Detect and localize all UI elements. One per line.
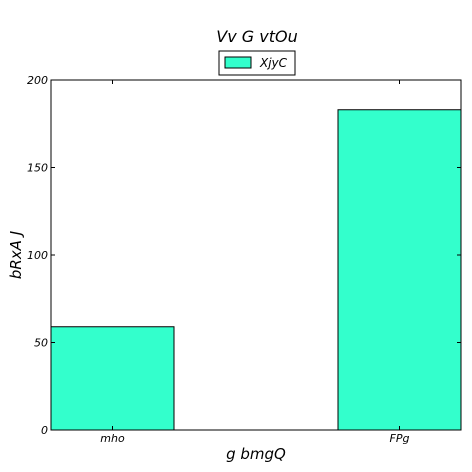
y-tick-label: 200 xyxy=(27,74,48,87)
y-axis: 0 50 100 150 200 xyxy=(27,74,461,437)
x-axis: mho FPg xyxy=(100,80,409,445)
chart-title: Vv G vtOu xyxy=(216,27,297,46)
bar-FPg xyxy=(337,109,462,431)
bar-mho xyxy=(50,326,175,431)
y-tick-label: 0 xyxy=(41,424,48,437)
legend-label: XjyC xyxy=(259,56,288,70)
x-tick-label: mho xyxy=(100,432,125,445)
y-tick-label: 150 xyxy=(27,162,48,175)
x-tick-label: FPg xyxy=(390,432,410,445)
y-axis-label: bRxA J xyxy=(7,231,25,279)
y-tick-label: 100 xyxy=(27,249,48,262)
plot-area xyxy=(50,109,462,431)
legend: XjyC xyxy=(218,50,296,76)
x-axis-label: g bmgQ xyxy=(226,445,286,463)
legend-swatch xyxy=(224,56,252,69)
y-tick-label: 50 xyxy=(34,337,48,350)
